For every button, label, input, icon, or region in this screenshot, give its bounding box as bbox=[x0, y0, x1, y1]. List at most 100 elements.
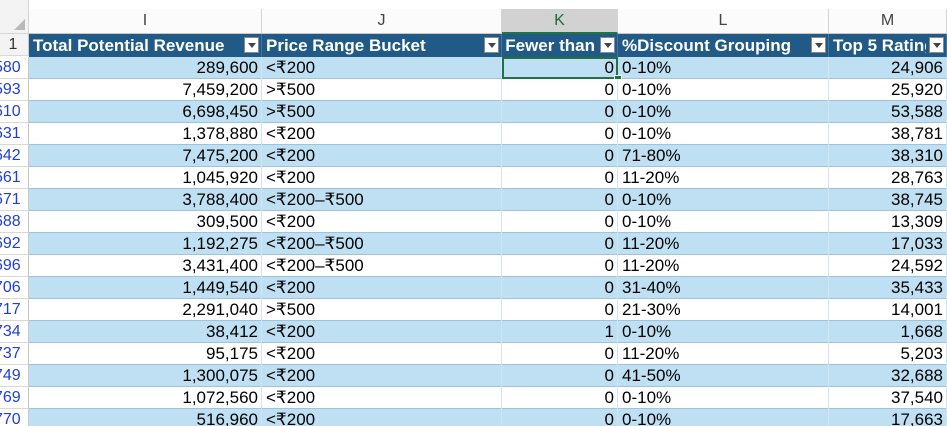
cell-discount[interactable]: 0-10% bbox=[618, 211, 829, 233]
cell-top5[interactable]: 38,745 bbox=[829, 189, 947, 211]
select-all-corner[interactable] bbox=[0, 0, 29, 34]
row-number[interactable]: 696 bbox=[0, 255, 29, 277]
cell-fewer[interactable]: 0 bbox=[502, 233, 618, 255]
column-letter-i[interactable]: I bbox=[29, 9, 262, 34]
cell-fewer[interactable]: 0 bbox=[502, 101, 618, 123]
cell-top5[interactable]: 35,433 bbox=[829, 277, 947, 299]
cell-revenue[interactable]: 7,475,200 bbox=[29, 145, 262, 167]
cell-discount[interactable]: 31-40% bbox=[618, 277, 829, 299]
row-number[interactable]: 717 bbox=[0, 299, 29, 321]
row-number[interactable]: 593 bbox=[0, 79, 29, 101]
cell-revenue[interactable]: 7,459,200 bbox=[29, 79, 262, 101]
cell-discount[interactable]: 11-20% bbox=[618, 343, 829, 365]
header-cell-discount[interactable]: %Discount Grouping bbox=[618, 34, 829, 57]
filter-dropdown-icon[interactable] bbox=[244, 37, 259, 53]
cell-bucket[interactable]: <₹200 bbox=[262, 167, 502, 189]
row-number[interactable]: 692 bbox=[0, 233, 29, 255]
cell-revenue[interactable]: 1,192,275 bbox=[29, 233, 262, 255]
cell-top5[interactable]: 38,781 bbox=[829, 123, 947, 145]
cell-bucket[interactable]: <₹200 bbox=[262, 57, 502, 79]
row-number[interactable]: 610 bbox=[0, 101, 29, 123]
cell-top5[interactable]: 1,668 bbox=[829, 321, 947, 343]
cell-fewer[interactable]: 0 bbox=[502, 387, 618, 409]
cell-top5[interactable]: 28,763 bbox=[829, 167, 947, 189]
cell-top5[interactable]: 25,920 bbox=[829, 79, 947, 101]
cell-revenue[interactable]: 1,045,920 bbox=[29, 167, 262, 189]
cell-top5[interactable]: 37,540 bbox=[829, 387, 947, 409]
cell-revenue[interactable]: 6,698,450 bbox=[29, 101, 262, 123]
cell-discount[interactable]: 0-10% bbox=[618, 387, 829, 409]
cell-bucket[interactable]: <₹200 bbox=[262, 343, 502, 365]
cell-bucket[interactable]: <₹200 bbox=[262, 387, 502, 409]
cell-discount[interactable]: 41-50% bbox=[618, 365, 829, 387]
cell-bucket[interactable]: <₹200 bbox=[262, 365, 502, 387]
cell-top5[interactable]: 17,663 bbox=[829, 409, 947, 426]
cell-bucket[interactable]: <₹200 bbox=[262, 145, 502, 167]
cell-revenue[interactable]: 2,291,040 bbox=[29, 299, 262, 321]
cell-top5[interactable]: 38,310 bbox=[829, 145, 947, 167]
cell-discount[interactable]: 0-10% bbox=[618, 123, 829, 145]
cell-fewer[interactable]: 0 bbox=[502, 277, 618, 299]
column-letter-l[interactable]: L bbox=[618, 9, 829, 34]
cell-top5[interactable]: 17,033 bbox=[829, 233, 947, 255]
row-number[interactable]: 737 bbox=[0, 343, 29, 365]
row-number[interactable]: 580 bbox=[0, 57, 29, 79]
cell-bucket[interactable]: <₹200–₹500 bbox=[262, 255, 502, 277]
cell-revenue[interactable]: 95,175 bbox=[29, 343, 262, 365]
row-number[interactable]: 706 bbox=[0, 277, 29, 299]
cell-fewer[interactable]: 0 bbox=[502, 299, 618, 321]
row-number[interactable]: 671 bbox=[0, 189, 29, 211]
cell-fewer[interactable]: 0 bbox=[502, 123, 618, 145]
cell-fewer[interactable]: 0 bbox=[502, 57, 618, 79]
row-number[interactable]: 734 bbox=[0, 321, 29, 343]
cell-revenue[interactable]: 309,500 bbox=[29, 211, 262, 233]
cell-revenue[interactable]: 1,378,880 bbox=[29, 123, 262, 145]
cell-revenue[interactable]: 3,431,400 bbox=[29, 255, 262, 277]
cell-revenue[interactable]: 516,960 bbox=[29, 409, 262, 426]
cell-top5[interactable]: 53,588 bbox=[829, 101, 947, 123]
filter-dropdown-icon[interactable] bbox=[929, 37, 944, 53]
cell-bucket[interactable]: <₹200–₹500 bbox=[262, 233, 502, 255]
row-number[interactable]: 631 bbox=[0, 123, 29, 145]
cell-bucket[interactable]: <₹200 bbox=[262, 321, 502, 343]
cell-bucket[interactable]: <₹200 bbox=[262, 211, 502, 233]
cell-bucket[interactable]: >₹500 bbox=[262, 101, 502, 123]
cell-discount[interactable]: 0-10% bbox=[618, 321, 829, 343]
cell-fewer[interactable]: 0 bbox=[502, 409, 618, 426]
header-cell-bucket[interactable]: Price Range Bucket bbox=[262, 34, 502, 57]
filter-dropdown-icon[interactable] bbox=[484, 37, 499, 53]
cell-discount[interactable]: 0-10% bbox=[618, 189, 829, 211]
row-number[interactable]: 688 bbox=[0, 211, 29, 233]
cell-top5[interactable]: 24,592 bbox=[829, 255, 947, 277]
cell-top5[interactable]: 5,203 bbox=[829, 343, 947, 365]
cell-bucket[interactable]: <₹200 bbox=[262, 123, 502, 145]
filter-dropdown-icon[interactable] bbox=[600, 37, 615, 53]
cell-discount[interactable]: 0-10% bbox=[618, 409, 829, 426]
cell-top5[interactable]: 13,309 bbox=[829, 211, 947, 233]
column-letter-m[interactable]: M bbox=[829, 9, 947, 34]
cell-fewer[interactable]: 0 bbox=[502, 255, 618, 277]
cell-fewer[interactable]: 0 bbox=[502, 211, 618, 233]
cell-discount[interactable]: 11-20% bbox=[618, 167, 829, 189]
row-number[interactable]: 769 bbox=[0, 387, 29, 409]
row-number[interactable]: 770 bbox=[0, 409, 29, 426]
cell-discount[interactable]: 0-10% bbox=[618, 101, 829, 123]
cell-fewer[interactable]: 0 bbox=[502, 79, 618, 101]
cell-revenue[interactable]: 38,412 bbox=[29, 321, 262, 343]
cell-revenue[interactable]: 3,788,400 bbox=[29, 189, 262, 211]
cell-fewer[interactable]: 0 bbox=[502, 189, 618, 211]
cell-top5[interactable]: 24,906 bbox=[829, 57, 947, 79]
cell-discount[interactable]: 0-10% bbox=[618, 57, 829, 79]
cell-top5[interactable]: 14,001 bbox=[829, 299, 947, 321]
cell-fewer[interactable]: 0 bbox=[502, 167, 618, 189]
header-cell-revenue[interactable]: Total Potential Revenue bbox=[29, 34, 262, 57]
row-number[interactable]: 749 bbox=[0, 365, 29, 387]
column-letter-j[interactable]: J bbox=[262, 9, 502, 34]
row-number[interactable]: 661 bbox=[0, 167, 29, 189]
cell-revenue[interactable]: 1,072,560 bbox=[29, 387, 262, 409]
cell-revenue[interactable]: 1,300,075 bbox=[29, 365, 262, 387]
cell-discount[interactable]: 11-20% bbox=[618, 255, 829, 277]
row-number-header[interactable]: 1 bbox=[0, 34, 29, 56]
column-letter-k[interactable]: K bbox=[502, 9, 618, 34]
cell-top5[interactable]: 32,688 bbox=[829, 365, 947, 387]
